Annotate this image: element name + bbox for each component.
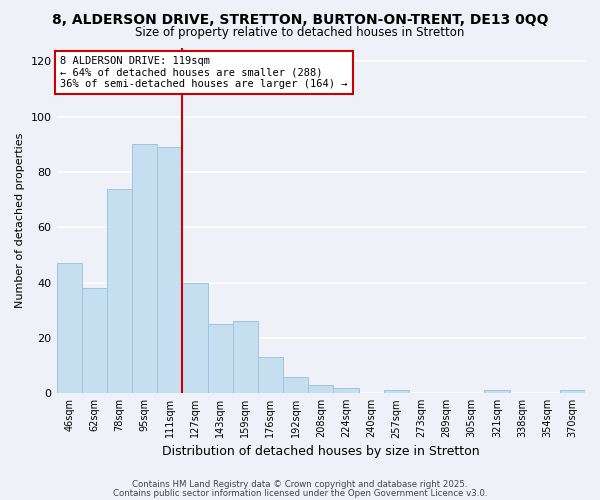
Bar bbox=[56, 263, 82, 393]
Text: Contains public sector information licensed under the Open Government Licence v3: Contains public sector information licen… bbox=[113, 488, 487, 498]
Text: Contains HM Land Registry data © Crown copyright and database right 2025.: Contains HM Land Registry data © Crown c… bbox=[132, 480, 468, 489]
X-axis label: Distribution of detached houses by size in Stretton: Distribution of detached houses by size … bbox=[162, 444, 479, 458]
Bar bbox=[383, 390, 409, 393]
Bar bbox=[107, 188, 132, 393]
Bar bbox=[308, 385, 334, 393]
Bar bbox=[283, 376, 308, 393]
Bar bbox=[82, 288, 107, 393]
Bar bbox=[233, 322, 258, 393]
Bar bbox=[208, 324, 233, 393]
Bar bbox=[560, 390, 585, 393]
Bar bbox=[484, 390, 509, 393]
Bar bbox=[157, 147, 182, 393]
Text: Size of property relative to detached houses in Stretton: Size of property relative to detached ho… bbox=[136, 26, 464, 39]
Text: 8, ALDERSON DRIVE, STRETTON, BURTON-ON-TRENT, DE13 0QQ: 8, ALDERSON DRIVE, STRETTON, BURTON-ON-T… bbox=[52, 12, 548, 26]
Bar bbox=[182, 282, 208, 393]
Y-axis label: Number of detached properties: Number of detached properties bbox=[15, 132, 25, 308]
Bar bbox=[334, 388, 359, 393]
Bar bbox=[258, 357, 283, 393]
Text: 8 ALDERSON DRIVE: 119sqm
← 64% of detached houses are smaller (288)
36% of semi-: 8 ALDERSON DRIVE: 119sqm ← 64% of detach… bbox=[61, 56, 348, 89]
Bar bbox=[132, 144, 157, 393]
